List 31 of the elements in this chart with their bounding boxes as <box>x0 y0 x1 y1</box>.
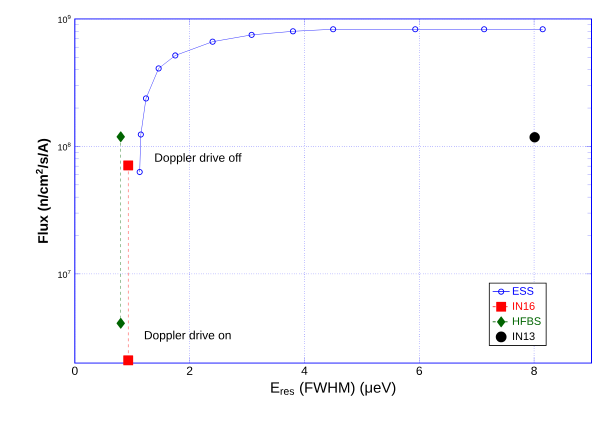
point <box>330 26 336 32</box>
x-tick-label: 0 <box>72 366 78 376</box>
legend-label: IN16 <box>513 302 535 310</box>
x-tick-label: 2 <box>186 366 192 375</box>
annotation: Doppler drive on <box>144 330 231 342</box>
point <box>412 26 418 32</box>
y-tick-label: 10$^{8}$ <box>58 142 71 151</box>
annotation: Doppler drive off <box>155 153 242 164</box>
point <box>116 131 125 142</box>
point <box>529 132 540 143</box>
x-axis-title: E$_{res}$ (FWHM) (μeV) <box>271 382 396 396</box>
point <box>248 32 255 38</box>
point <box>156 65 162 72</box>
point <box>138 132 144 138</box>
point <box>210 38 216 45</box>
legend-label: IN13 <box>513 332 535 340</box>
legend-label: ESS <box>512 287 534 295</box>
x-tick-label: 8 <box>531 366 537 376</box>
point <box>116 318 125 329</box>
point <box>142 95 150 102</box>
x-tick-label: 6 <box>416 366 422 376</box>
point <box>481 26 488 32</box>
y-tick-label: 10$^{9}$ <box>58 14 71 24</box>
y-axis-title: Flux (n/cm$^{2}$/s/A) <box>36 138 51 243</box>
y-tick-label: 10$^{7}$ <box>58 270 71 278</box>
point <box>123 355 134 366</box>
point <box>123 160 134 170</box>
legend-label: HFBS <box>512 317 541 326</box>
x-tick-label: 4 <box>301 366 308 375</box>
point <box>290 28 296 34</box>
point <box>172 52 178 59</box>
